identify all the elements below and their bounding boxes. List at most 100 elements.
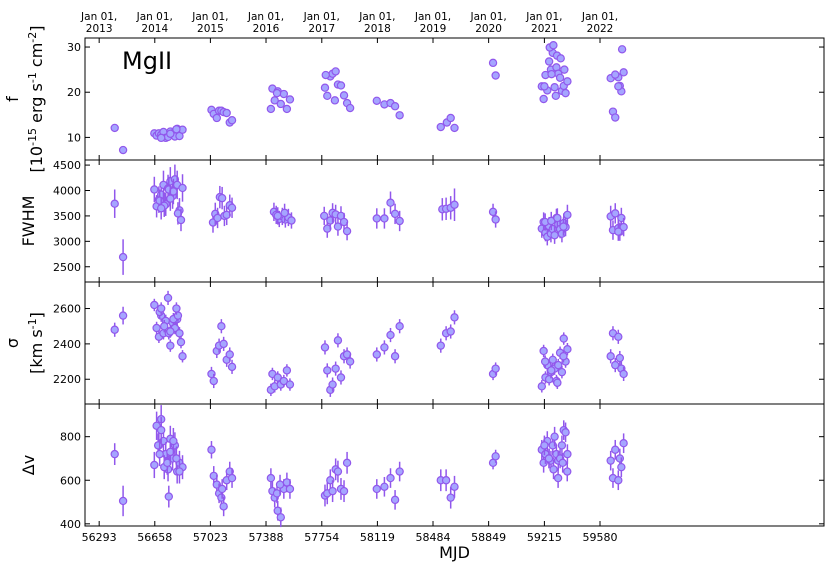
data-point — [155, 449, 164, 459]
data-point — [178, 183, 187, 193]
panel-frame — [84, 281, 825, 405]
data-point — [611, 70, 620, 79]
data-point — [178, 352, 187, 361]
data-point — [323, 91, 332, 101]
data-point — [336, 373, 346, 382]
data-point — [380, 214, 389, 223]
x-tick-label: 58119 — [360, 531, 395, 544]
data-point — [270, 96, 279, 105]
data-point — [614, 82, 623, 91]
top-date-label: Jan 01, 2019 — [414, 11, 451, 35]
data-point — [380, 482, 389, 491]
x-tick-label: 57754 — [304, 531, 339, 544]
data-point — [207, 445, 216, 454]
data-point — [563, 449, 572, 459]
data-point — [279, 89, 289, 99]
data-point — [611, 113, 620, 122]
data-point — [557, 441, 567, 450]
data-point — [617, 462, 626, 472]
data-point — [150, 460, 159, 470]
data-point — [553, 473, 563, 483]
data-point — [611, 360, 620, 370]
data-point — [606, 456, 615, 465]
data-point — [561, 428, 570, 437]
x-tick-label: 58849 — [471, 531, 506, 544]
data-point — [156, 304, 166, 313]
data-point — [558, 458, 567, 468]
data-point — [553, 378, 562, 387]
data-point — [380, 343, 389, 352]
data-point — [213, 213, 222, 223]
data-point — [156, 133, 166, 143]
data-point — [276, 99, 285, 109]
y-tick-label: 4000 — [53, 185, 81, 198]
data-point — [217, 193, 227, 203]
data-point — [227, 203, 237, 212]
y-tick-label: 600 — [60, 474, 81, 487]
data-point — [285, 95, 295, 104]
data-point — [547, 366, 556, 375]
data-point — [156, 204, 166, 213]
data-point — [544, 57, 554, 66]
data-point — [282, 104, 292, 114]
panel-dv: 400 600 800 Δv — [19, 403, 825, 531]
x-tick-label: 56293 — [82, 531, 117, 544]
top-date-label: Jan 01, 2021 — [525, 11, 562, 35]
data-point — [441, 476, 451, 485]
data-point — [160, 322, 169, 331]
top-date-label: Jan 01, 2017 — [303, 11, 340, 35]
data-point — [559, 222, 568, 231]
data-point — [606, 352, 615, 361]
data-point — [227, 116, 237, 125]
data-point — [287, 216, 296, 225]
y-tick-label: 3000 — [53, 235, 81, 248]
data-point — [285, 484, 295, 494]
data-point — [555, 73, 565, 82]
data-point — [110, 199, 119, 208]
data-point — [166, 327, 175, 336]
data-point — [272, 88, 282, 98]
data-point — [209, 376, 218, 386]
data-point — [611, 445, 620, 454]
y-axis-label: f — [3, 96, 22, 102]
data-point — [540, 357, 550, 366]
data-point — [619, 68, 628, 77]
data-point — [617, 45, 627, 54]
data-point — [169, 436, 178, 446]
data-point — [563, 77, 572, 86]
data-point — [342, 458, 352, 468]
data-point — [386, 198, 395, 207]
data-point — [559, 334, 568, 343]
top-date-label: Jan 01, 2020 — [470, 11, 507, 35]
data-point — [279, 376, 289, 386]
data-point — [550, 432, 559, 441]
data-point — [540, 441, 549, 450]
data-point — [446, 113, 455, 123]
data-point — [372, 350, 381, 359]
data-point — [386, 473, 395, 483]
top-date-label: Jan 01, 2022 — [581, 11, 618, 35]
data-point — [328, 486, 337, 496]
data-point — [321, 70, 330, 80]
data-point — [280, 208, 289, 218]
panel-frame — [84, 37, 825, 161]
data-point — [275, 480, 285, 489]
x-tick-label: 59215 — [527, 531, 562, 544]
data-point — [372, 96, 381, 106]
data-point — [548, 355, 557, 364]
data-point — [560, 65, 569, 74]
top-date-label: Jan 01, 2018 — [358, 11, 395, 35]
data-point — [339, 91, 349, 100]
data-point — [320, 343, 330, 352]
data-point — [166, 129, 175, 138]
data-point — [172, 454, 181, 463]
y-axis-label: Δv — [19, 455, 38, 475]
data-point — [345, 357, 355, 366]
data-point — [550, 83, 559, 92]
data-point — [273, 373, 282, 382]
data-point — [320, 83, 330, 92]
data-point — [163, 293, 173, 303]
y-tick-label: 10 — [67, 131, 81, 144]
data-point — [172, 125, 181, 134]
